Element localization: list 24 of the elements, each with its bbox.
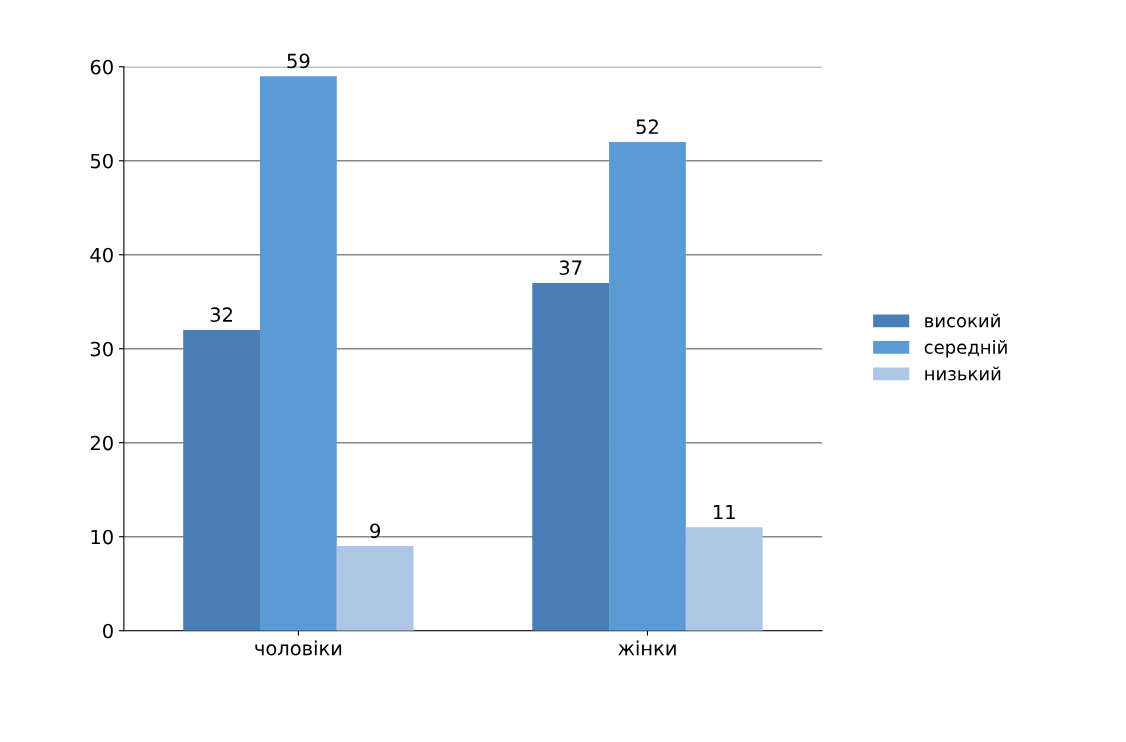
bar <box>336 546 414 631</box>
bar <box>609 141 686 631</box>
bar <box>532 282 610 631</box>
data-label: 9 <box>370 523 380 539</box>
data-label: 11 <box>714 504 735 520</box>
bar <box>183 329 260 631</box>
x-tick-label: жінки <box>618 640 676 656</box>
bar <box>259 76 337 631</box>
y-tick-label: 0 <box>103 623 113 639</box>
data-label: 52 <box>636 119 658 135</box>
data-label: 32 <box>210 307 233 323</box>
y-tick-label: 40 <box>90 247 113 263</box>
y-tick-label: 60 <box>90 59 113 75</box>
legend-label: високий <box>925 313 1000 328</box>
data-label: 37 <box>559 260 582 276</box>
legend-label: середній <box>924 340 1007 358</box>
y-tick-label: 50 <box>90 153 113 169</box>
data-label: 59 <box>287 53 310 69</box>
bar <box>685 527 763 631</box>
y-tick-label: 20 <box>90 435 113 451</box>
y-tick-label: 30 <box>90 341 113 357</box>
legend-label: низький <box>925 366 1001 381</box>
x-tick-label: чоловіки <box>255 640 342 656</box>
y-tick-label: 10 <box>91 529 113 545</box>
